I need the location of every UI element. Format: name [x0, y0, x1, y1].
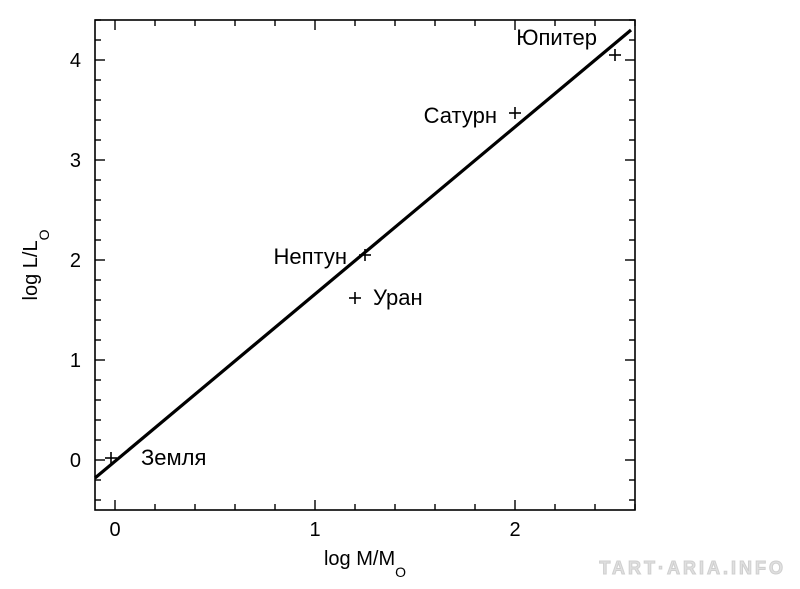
x-tick-label: 2	[509, 519, 520, 541]
trend-line	[95, 30, 631, 478]
data-point-label: Юпитер	[516, 25, 597, 50]
x-axis-label: log M/MO	[324, 548, 406, 580]
x-tick-label: 0	[109, 519, 120, 541]
y-tick-label: 3	[70, 150, 81, 172]
x-tick-label: 1	[309, 519, 320, 541]
data-point-label: Сатурн	[424, 103, 497, 128]
y-tick-label: 1	[70, 350, 81, 372]
chart-area: 0 1 2 0 1 2 3 4 log M/MO log L/LO Земля Нептун Уран С…	[0, 0, 800, 589]
y-tick-label: 0	[70, 450, 81, 472]
y-axis-label: log L/LO	[20, 229, 52, 300]
y-tick-label: 2	[70, 250, 81, 272]
data-point-label: Нептун	[273, 244, 347, 269]
y-tick-label: 4	[70, 50, 81, 72]
data-point-label: Земля	[141, 445, 206, 470]
data-point-label: Уран	[373, 285, 423, 310]
